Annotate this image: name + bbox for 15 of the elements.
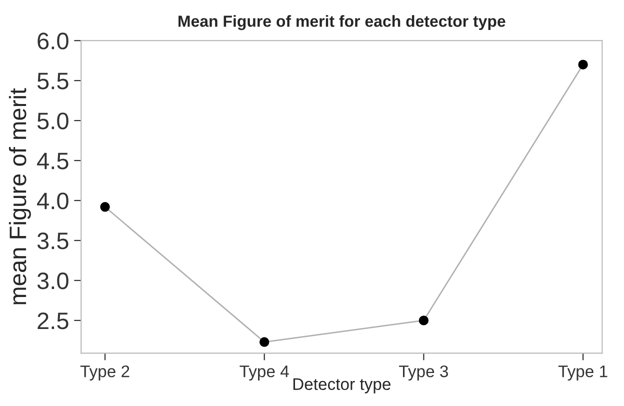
chart-title: Mean Figure of merit for each detector type — [178, 15, 506, 30]
y-tick-label: 6.0 — [38, 32, 68, 50]
y-tick-label: 3.0 — [37, 272, 68, 290]
y-tick-label: 5.5 — [37, 72, 68, 90]
x-tick-label: Type 2 — [80, 365, 130, 381]
y-tick-label: 4.5 — [37, 152, 68, 170]
y-tick-label: 3.5 — [37, 232, 68, 250]
x-tick-label: Type 1 — [558, 366, 608, 381]
y-tick-label: 5.0 — [37, 112, 68, 130]
x-tick-label: Type 4 — [240, 366, 289, 381]
y-axis-title: mean Figure of merit — [8, 88, 31, 304]
y-tick-label: 4.0 — [37, 192, 68, 210]
y-tick-label: 2.5 — [38, 312, 68, 330]
x-axis-title: Detector type — [293, 378, 390, 394]
x-tick-label: Type 3 — [399, 365, 448, 381]
